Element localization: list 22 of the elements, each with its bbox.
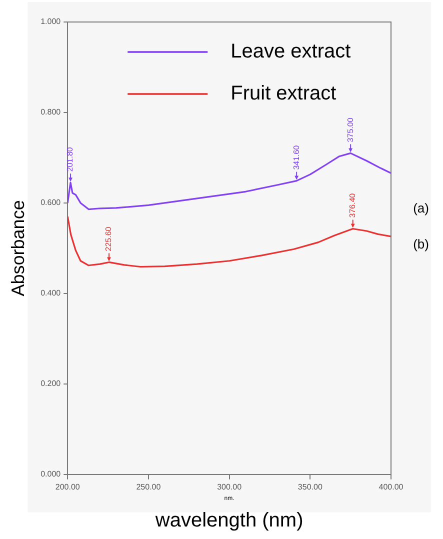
annotation: 201.80	[66, 146, 75, 172]
x-tick-label: 300.00	[217, 482, 242, 492]
legend-label: Leave extract	[230, 40, 352, 63]
legend-label: Fruit extract	[230, 82, 337, 105]
annotation: 375.00	[346, 117, 355, 142]
text: (a)	[413, 200, 429, 216]
y-tick-label: 0.400	[40, 288, 62, 298]
annotation: 225.60	[104, 226, 114, 252]
annotation: 341.60	[292, 144, 301, 170]
y-tick-label: 0.600	[40, 198, 62, 208]
y-tick-label: 0.200	[40, 379, 62, 388]
x-tick-label: 250.00	[136, 482, 162, 492]
annotation: 376.40	[348, 192, 358, 218]
y-tick-label: 1.000	[40, 17, 62, 26]
x-tick-label: 400.00	[378, 482, 404, 492]
x-axis-title: wavelength (nm)	[154, 510, 304, 532]
y-tick-label: 0.000	[40, 470, 62, 479]
x-tick-label: 200.00	[55, 482, 80, 492]
y-tick-label: 0.800	[40, 108, 62, 117]
x-tick-label: 350.00	[298, 482, 323, 492]
y-axis-title: Absorbance	[8, 200, 28, 296]
text: (b)	[413, 236, 429, 252]
